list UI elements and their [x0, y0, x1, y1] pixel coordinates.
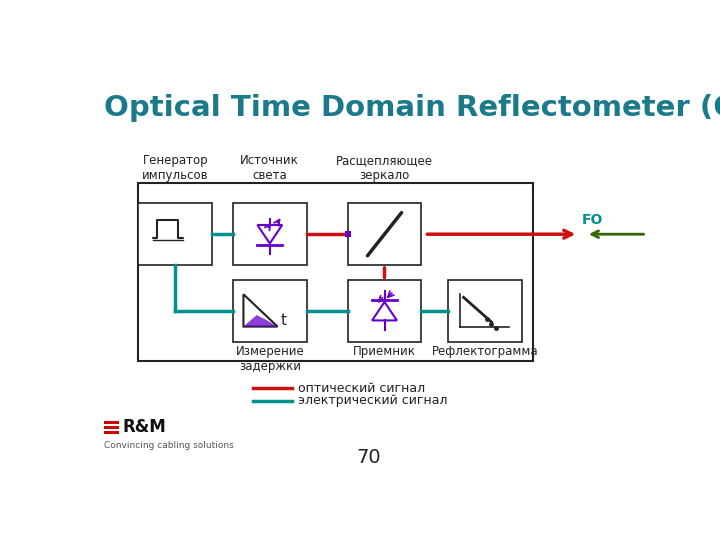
Text: R&M: R&M [122, 418, 166, 436]
Text: 70: 70 [356, 448, 382, 467]
Bar [104, 430, 120, 434]
Bar [233, 204, 307, 265]
Text: Рефлектограмма: Рефлектограмма [432, 345, 539, 358]
Text: электрический сигнал: электрический сигнал [297, 394, 447, 407]
Text: Источник
света: Источник света [240, 154, 300, 182]
Text: Генератор
импульсов: Генератор импульсов [142, 154, 209, 182]
Polygon shape [243, 315, 277, 327]
Bar [104, 421, 120, 424]
Text: Convincing cabling solutions: Convincing cabling solutions [104, 441, 234, 450]
Bar [138, 204, 212, 265]
Bar [345, 231, 351, 237]
Bar [104, 426, 120, 429]
Bar [138, 183, 534, 361]
Text: оптический сигнал: оптический сигнал [297, 382, 425, 395]
Bar [348, 204, 421, 265]
Text: t: t [281, 313, 287, 328]
Bar [233, 280, 307, 342]
Text: Расщепляющее
зеркало: Расщепляющее зеркало [336, 154, 433, 182]
Text: FO: FO [582, 213, 603, 226]
Text: Optical Time Domain Reflectometer (OTDR): Optical Time Domain Reflectometer (OTDR) [104, 94, 720, 122]
Bar [449, 280, 522, 342]
Text: Измерение
задержки: Измерение задержки [235, 345, 304, 373]
Polygon shape [243, 294, 277, 327]
Bar [348, 280, 421, 342]
Text: Приемник: Приемник [353, 345, 416, 358]
